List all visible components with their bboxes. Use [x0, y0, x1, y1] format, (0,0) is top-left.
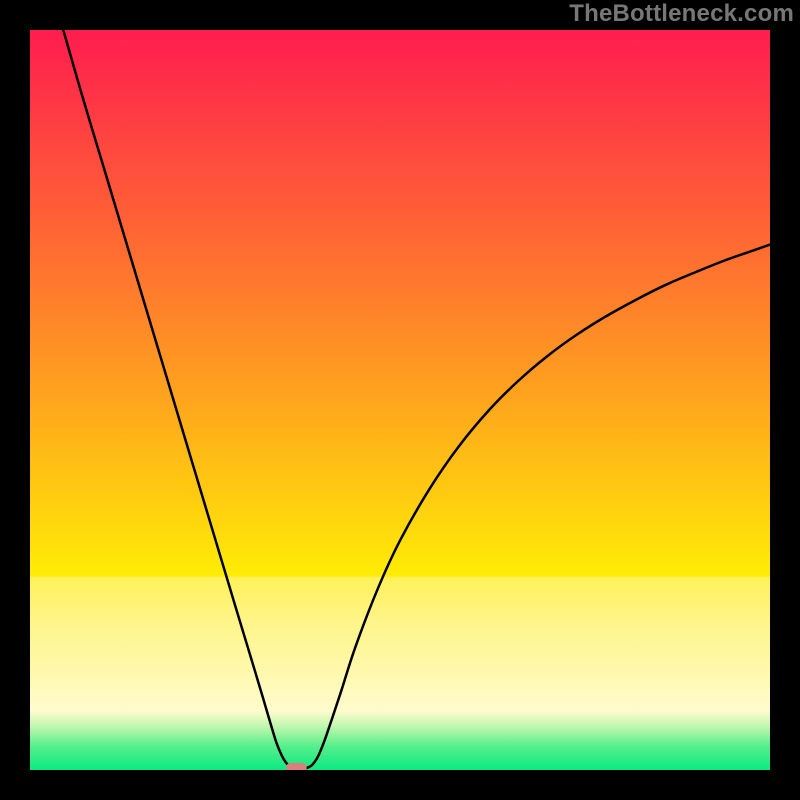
- chart-svg: [30, 30, 770, 770]
- gradient-background: [30, 30, 770, 770]
- plot-area: [30, 30, 770, 770]
- watermark-label: TheBottleneck.com: [569, 0, 794, 28]
- vertex-marker: [286, 763, 307, 770]
- chart-frame: TheBottleneck.com: [0, 0, 800, 800]
